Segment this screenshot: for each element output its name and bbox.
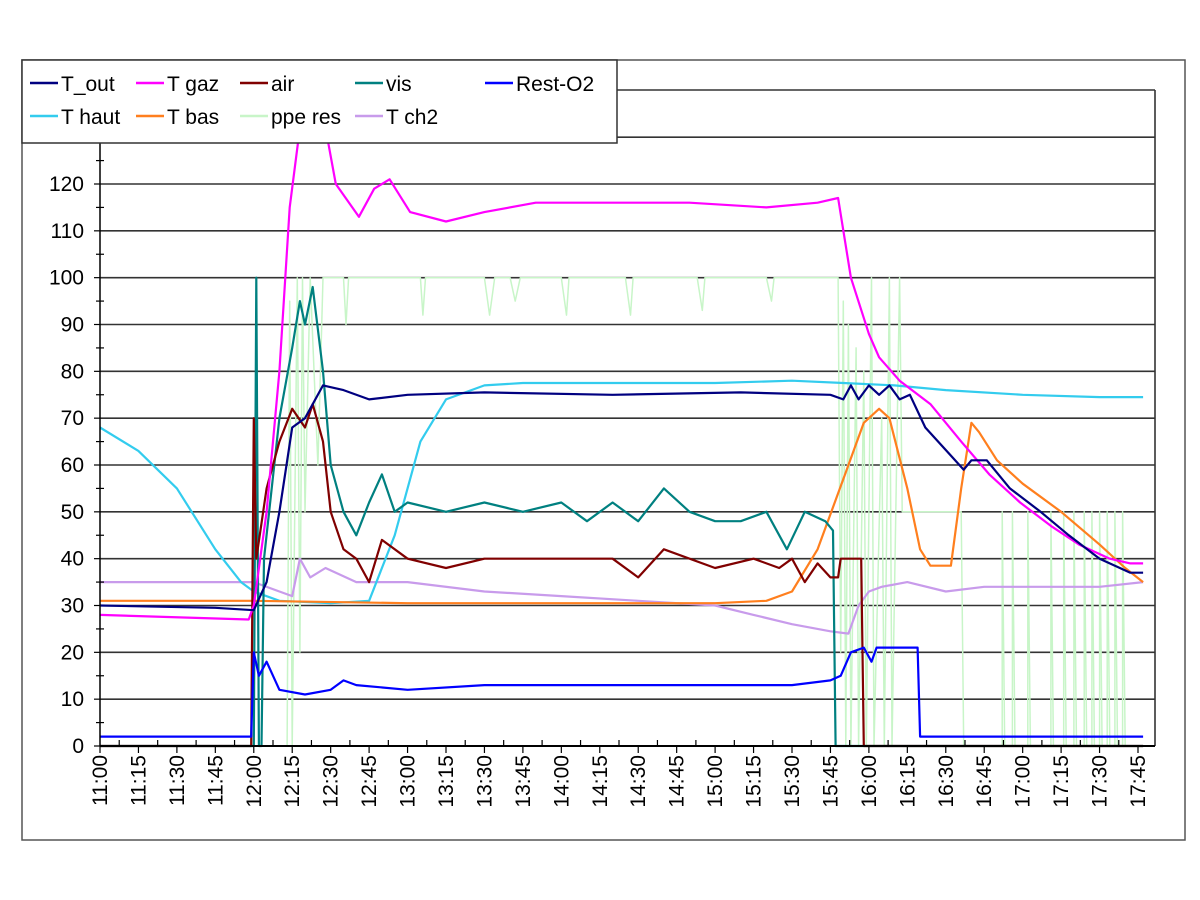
x-tick-label: 14:15	[589, 755, 612, 808]
y-tick-label: 110	[51, 220, 84, 243]
y-tick-label: 100	[49, 267, 84, 290]
x-tick-label: 12:00	[243, 755, 266, 808]
legend: T_out T gaz air vis Rest-O2 T haut T bas ppe re…	[21, 59, 618, 144]
x-tick-label: 14:30	[627, 755, 650, 808]
legend-label: T haut	[61, 106, 120, 129]
x-tick-label: 15:00	[704, 755, 727, 808]
series-lines	[99, 126, 1144, 748]
x-tick-label: 17:00	[1012, 755, 1035, 808]
x-tick-label: 11:15	[127, 755, 150, 806]
y-tick-label: 50	[61, 501, 84, 524]
x-tick-label: 15:15	[743, 755, 766, 808]
x-tick-label: 14:45	[666, 755, 689, 808]
x-tick-label: 14:00	[550, 755, 573, 808]
x-tick-label: 13:30	[473, 755, 496, 808]
x-tick-label: 17:30	[1089, 755, 1112, 808]
x-tick-label: 13:15	[435, 755, 458, 808]
series-line-air	[100, 403, 1144, 748]
y-axis: 0 10 20 30 40 50 60 70 80 90 100 110 120	[49, 90, 104, 758]
x-tick-label: 11:30	[166, 755, 189, 806]
legend-label: Rest-O2	[516, 73, 594, 96]
x-tick-label: 17:15	[1050, 755, 1073, 808]
y-tick-label: 30	[61, 595, 84, 618]
series-line-t-haut	[99, 379, 1144, 605]
legend-label: T bas	[167, 106, 219, 129]
x-tick-label: 17:45	[1127, 755, 1150, 808]
y-tick-label: 40	[61, 548, 84, 571]
y-tick-label: 70	[61, 407, 84, 430]
chart-outer-frame	[21, 59, 1186, 841]
series-line-t-bas	[100, 407, 1144, 605]
legend-label: air	[271, 73, 294, 96]
legend-label: T ch2	[386, 106, 438, 129]
x-tick-label: 13:00	[397, 755, 420, 808]
series-line-t-out	[99, 384, 1144, 612]
x-tick-label: 15:30	[781, 755, 804, 808]
legend-label: vis	[386, 73, 412, 96]
y-tick-label: 10	[61, 688, 84, 711]
legend-label: T_out	[61, 73, 115, 96]
legend-label: T gaz	[167, 73, 219, 96]
x-tick-label: 11:45	[204, 755, 227, 806]
y-tick-label: 80	[61, 360, 84, 383]
x-tick-label: 12:30	[320, 755, 343, 808]
gridlines	[100, 136, 1155, 700]
series-line-t-gaz	[99, 126, 1144, 621]
x-tick-label: 13:45	[512, 755, 535, 808]
series-line-rest-o2	[100, 646, 1144, 738]
x-tick-label: 11:00	[89, 755, 112, 806]
y-tick-label: 20	[61, 641, 84, 664]
series-line-t-ch2	[100, 557, 1144, 635]
y-tick-label: 60	[61, 454, 84, 477]
x-tick-label: 15:45	[819, 755, 842, 808]
y-tick-label: 90	[61, 314, 84, 337]
x-tick-label: 12:45	[358, 755, 381, 808]
legend-label: ppe res	[271, 106, 341, 129]
x-tick-label: 16:45	[973, 755, 996, 808]
x-axis: 11:00 11:15 11:30 11:45 12:00 12:15 12:30 12:45…	[89, 740, 1155, 808]
x-tick-label: 12:15	[281, 755, 304, 808]
y-tick-label: 0	[72, 735, 84, 758]
x-tick-label: 16:00	[858, 755, 881, 808]
legend-box	[21, 59, 618, 144]
x-tick-label: 16:15	[896, 755, 919, 808]
series-line-vis	[100, 276, 1144, 748]
y-tick-label: 120	[49, 173, 84, 196]
x-tick-label: 16:30	[935, 755, 958, 808]
